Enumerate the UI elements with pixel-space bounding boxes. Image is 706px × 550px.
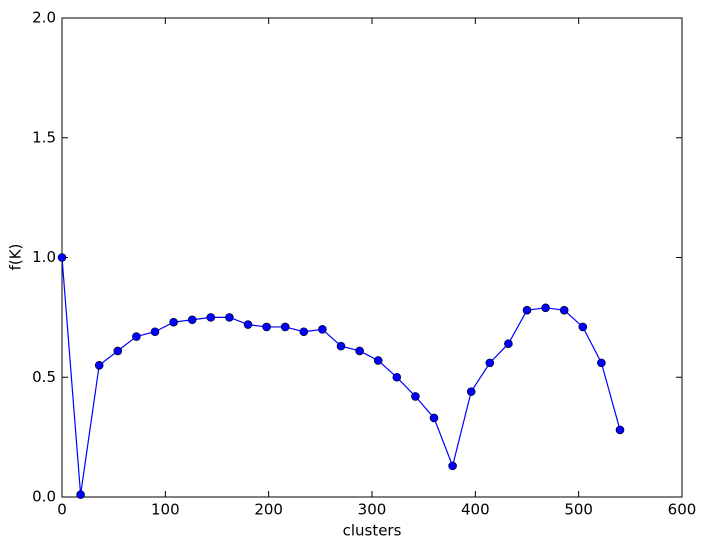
x-tick-label: 600 (668, 501, 697, 519)
point (615, 425, 625, 435)
point (187, 315, 197, 325)
point (132, 332, 141, 341)
point (522, 305, 532, 315)
point (94, 360, 104, 370)
x-axis-label: clusters (343, 522, 402, 540)
point (504, 339, 513, 349)
point (578, 322, 588, 332)
point (262, 322, 271, 332)
x-tick-label: 0 (57, 501, 67, 519)
point (485, 358, 495, 368)
point (299, 327, 309, 337)
point (318, 325, 327, 334)
plot-frame (61, 17, 683, 498)
y-tick-label: 1.5 (32, 128, 56, 146)
point (355, 346, 364, 356)
point (243, 320, 253, 329)
point (169, 317, 178, 327)
point (150, 327, 160, 337)
point (113, 346, 123, 356)
point (448, 461, 457, 471)
point (57, 253, 67, 262)
point (411, 392, 420, 401)
x-tick-label: 300 (358, 501, 387, 519)
point (225, 313, 234, 322)
y-tick-label: 2.0 (32, 9, 56, 27)
x-tick-label: 100 (151, 501, 180, 519)
point (336, 341, 346, 351)
series-line (61, 257, 621, 495)
y-tick-label: 0.5 (32, 368, 56, 386)
y-tick-label: 1.0 (32, 248, 56, 266)
point (429, 413, 439, 423)
y-tick-label: 0.0 (32, 488, 56, 506)
x-tick-label: 500 (564, 501, 593, 519)
point (76, 490, 85, 499)
x-tick-label: 400 (461, 501, 490, 519)
point (206, 313, 216, 322)
y-axis-label: f(K) (7, 244, 25, 271)
point (466, 387, 476, 396)
point (373, 356, 383, 365)
point (559, 305, 569, 315)
point (392, 372, 402, 382)
point (597, 358, 606, 368)
point (541, 303, 550, 313)
point (280, 322, 290, 332)
x-tick-label: 200 (254, 501, 283, 519)
